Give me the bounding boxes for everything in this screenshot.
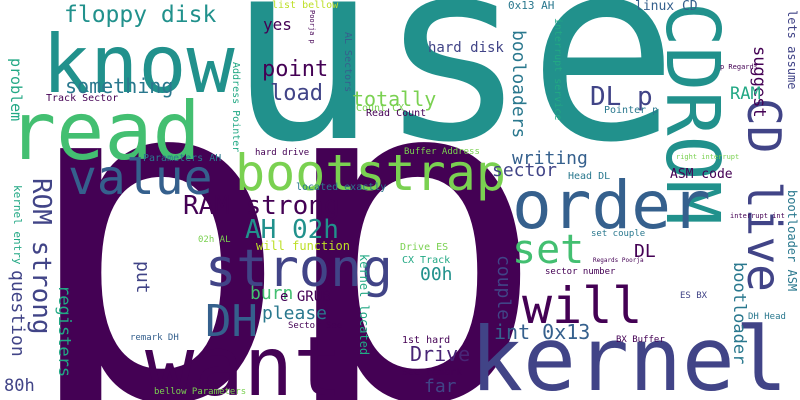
word-will-function: will function bbox=[256, 239, 350, 253]
word-interrupt-int: interrupt int bbox=[730, 212, 785, 220]
word-dh-head: DH Head bbox=[748, 312, 786, 322]
word-burn: burn bbox=[250, 283, 294, 304]
word-point: point bbox=[262, 57, 329, 82]
word-set: set bbox=[512, 227, 585, 273]
word-problem: problem bbox=[7, 58, 25, 122]
word-int-0x13: int 0x13 bbox=[494, 320, 591, 344]
word-ram-strong: RAM strong bbox=[183, 191, 340, 221]
word-located-exactly: located exactly bbox=[296, 182, 387, 193]
word-floppy-disk: floppy disk bbox=[64, 2, 217, 28]
word-right-interrupt: right interrupt bbox=[676, 153, 740, 161]
word-want: want bbox=[145, 320, 343, 400]
word-couple: couple bbox=[493, 255, 514, 321]
word-poorja-p: Poorja p bbox=[308, 10, 316, 44]
word-use: use bbox=[227, 0, 679, 197]
word-booloaders: booloaders bbox=[508, 30, 529, 139]
word-see-remark: See remark bbox=[402, 367, 463, 378]
word-00h: 00h bbox=[420, 264, 453, 285]
word-asm-code: ASM code bbox=[670, 167, 733, 182]
word-registers: registers bbox=[54, 285, 74, 378]
word-list-bellow: list bellow bbox=[272, 0, 339, 11]
word-cx-track: CX Track bbox=[402, 255, 451, 266]
word-cdrom: CDROM bbox=[649, 2, 735, 225]
word-drive: Drive bbox=[410, 342, 471, 366]
word-writing: writing bbox=[512, 148, 588, 169]
word-dl: DL bbox=[634, 241, 656, 262]
word-p-regards: p Regards bbox=[720, 63, 758, 71]
word-kernel-located: kernel located bbox=[357, 254, 371, 356]
word-read: read bbox=[8, 85, 201, 178]
word-bx-buffer: BX Buffer bbox=[616, 335, 665, 345]
word-set-couple: set couple bbox=[591, 229, 646, 239]
word-yes: yes bbox=[263, 15, 292, 34]
word-es-bx: ES BX bbox=[680, 291, 708, 301]
word-bootstrap: bootstrap bbox=[235, 144, 506, 202]
word-head-dl: Head DL bbox=[568, 171, 611, 182]
word-lets-assume: lets assume bbox=[785, 10, 799, 90]
word-know: know bbox=[42, 18, 235, 111]
word-far: far bbox=[424, 376, 457, 397]
word-interrupt-service: interrupt service bbox=[552, 18, 563, 121]
word-0x13-ah: 0x13 AH bbox=[508, 0, 555, 12]
word-bootloader: bootloader bbox=[729, 262, 749, 365]
word-sector-see: Sector See bbox=[288, 321, 343, 331]
word-address-pointer: Address Pointer bbox=[230, 62, 241, 153]
word-bootloader-asm: bootloader ASM bbox=[785, 190, 799, 292]
word-track-sector: Track Sector bbox=[46, 93, 119, 104]
word-rom-strong: ROM strong bbox=[26, 178, 56, 335]
word-count-cx: Count CX bbox=[356, 103, 405, 114]
word-al-sectors: AL Sectors bbox=[342, 32, 353, 93]
word-totally: totally bbox=[352, 87, 437, 111]
word-e-grub: e GRUB bbox=[280, 289, 331, 305]
word-1st-hard: 1st hard bbox=[402, 335, 451, 346]
word-ah-02h: AH 02h bbox=[245, 215, 339, 245]
word-something: something bbox=[65, 74, 174, 98]
word-02h-al: 02h AL bbox=[198, 235, 231, 245]
word-load: load bbox=[270, 81, 323, 106]
word-parameters-ah: Parameters AH bbox=[143, 153, 222, 164]
word-put: put bbox=[132, 261, 153, 294]
word-read-count: Read Count bbox=[366, 108, 427, 119]
word-sector: sector bbox=[492, 160, 558, 181]
word-pointer-p: Pointer p bbox=[604, 105, 659, 116]
word-p-2: p bbox=[274, 0, 548, 400]
word-value: value bbox=[68, 150, 213, 206]
word-suggest: suggest bbox=[749, 46, 769, 118]
word-kernel: kernel bbox=[470, 308, 788, 400]
word-regards-poorja: Regards Poorja bbox=[593, 257, 644, 264]
word-buffer-address: Buffer Address bbox=[404, 147, 480, 157]
word-drive-es: Drive ES bbox=[400, 242, 449, 253]
word-80h: 80h bbox=[4, 376, 35, 396]
word-cd-live: CD live bbox=[737, 98, 791, 292]
word-strong: strong bbox=[205, 239, 393, 299]
word-dl-p: DL p bbox=[590, 82, 653, 112]
word-will: will bbox=[522, 277, 643, 335]
word-hard-drive: hard drive bbox=[255, 148, 310, 158]
word-dh: DH bbox=[205, 296, 258, 347]
word-sector-number: sector number bbox=[545, 267, 616, 277]
word-please: please bbox=[262, 303, 328, 324]
word-kernel-entry: kernel entry bbox=[11, 185, 24, 265]
word-hard-disk: hard disk bbox=[428, 40, 504, 56]
word-bellow-parameters: bellow Parameters bbox=[154, 387, 247, 397]
word-question: question bbox=[7, 270, 28, 357]
word-order: order bbox=[512, 167, 711, 244]
word-p: p bbox=[18, 0, 292, 400]
word-remark-dh: remark DH bbox=[130, 333, 179, 343]
word-linux-cd: linux CD bbox=[635, 0, 698, 14]
word-ram: RAM bbox=[730, 84, 761, 104]
